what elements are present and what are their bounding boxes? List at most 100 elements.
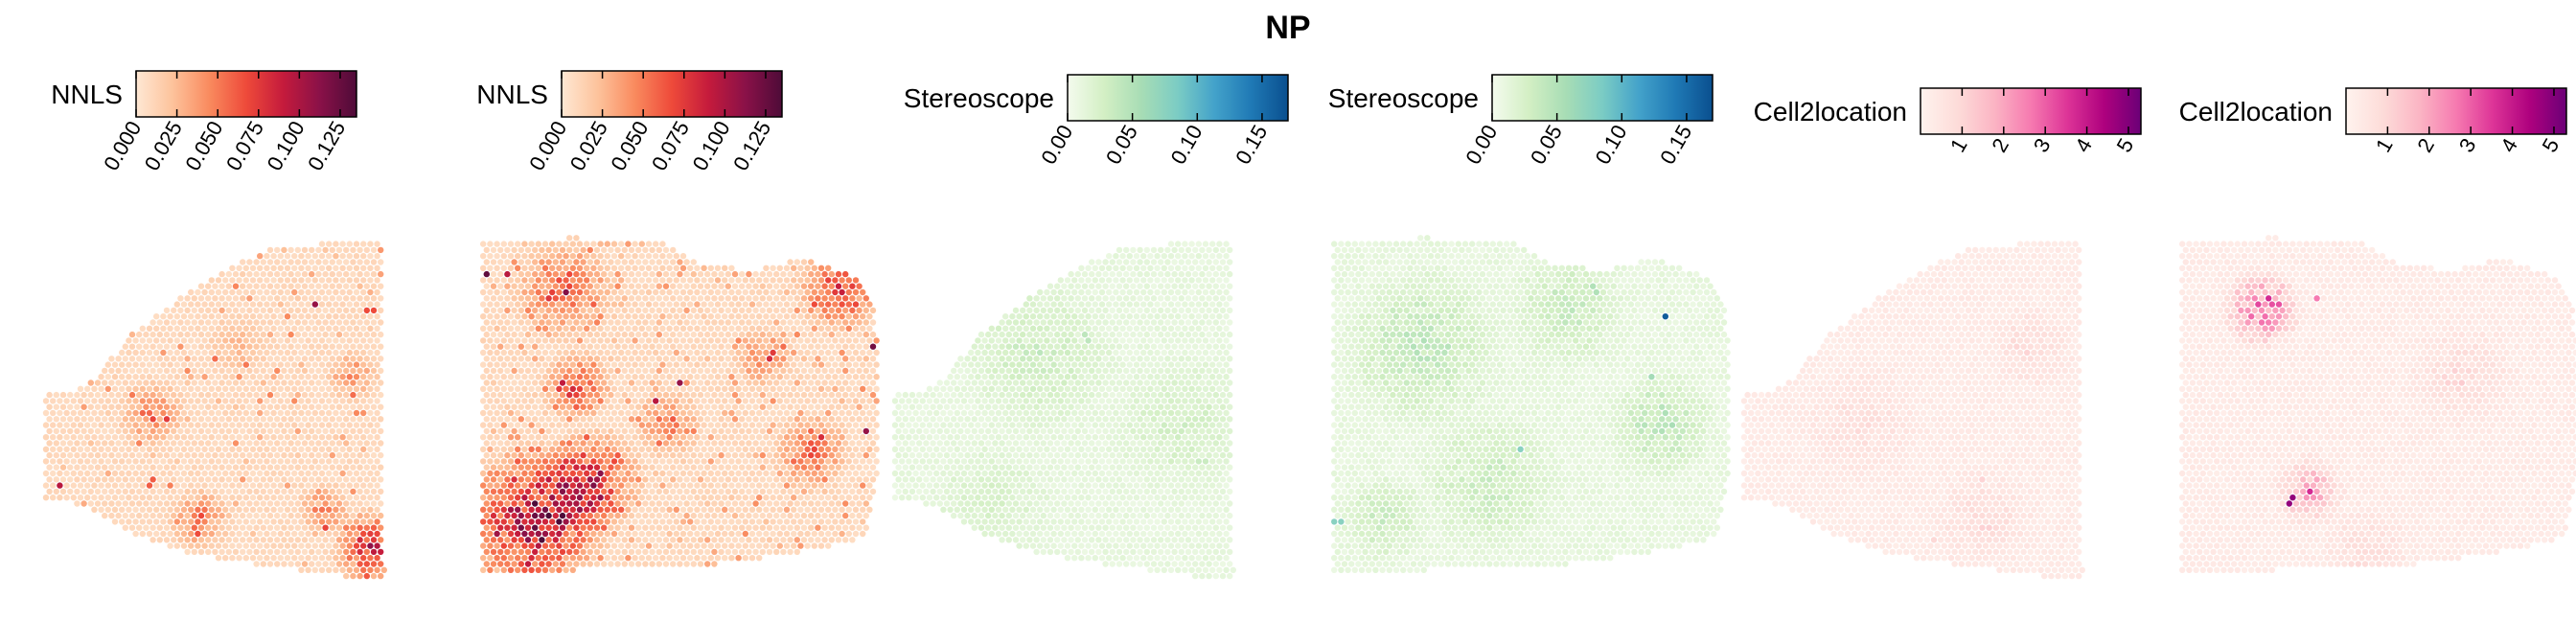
- spot: [694, 361, 701, 368]
- spot: [735, 288, 742, 296]
- spot: [363, 283, 370, 289]
- spot: [632, 422, 638, 428]
- spot: [318, 555, 326, 562]
- spot: [139, 422, 146, 428]
- spot: [752, 356, 759, 362]
- spot: [180, 518, 188, 525]
- spot: [845, 277, 852, 284]
- spot: [621, 307, 628, 314]
- spot: [507, 325, 515, 332]
- spot: [260, 295, 266, 302]
- spot: [504, 488, 511, 495]
- spot: [126, 518, 132, 525]
- spot: [545, 524, 552, 531]
- spot: [343, 512, 350, 519]
- spot: [746, 427, 752, 435]
- spot: [714, 398, 722, 404]
- spot: [653, 422, 659, 428]
- spot: [679, 398, 687, 404]
- spot: [284, 361, 291, 368]
- spot: [690, 416, 697, 423]
- spot: [683, 440, 690, 447]
- spot: [515, 434, 521, 441]
- spot: [104, 470, 111, 477]
- spot: [545, 319, 552, 326]
- spot: [497, 259, 504, 265]
- spot: [539, 307, 545, 314]
- spot: [363, 380, 370, 386]
- spot: [852, 458, 860, 465]
- spot: [63, 494, 70, 501]
- spot: [315, 512, 322, 519]
- spot: [852, 530, 860, 538]
- spot: [539, 403, 545, 410]
- spot: [77, 494, 84, 501]
- spot: [507, 288, 515, 296]
- spot: [783, 446, 791, 452]
- spot: [257, 277, 264, 284]
- spot: [645, 288, 653, 296]
- spot: [642, 488, 649, 495]
- spot: [208, 325, 215, 332]
- spot: [748, 518, 756, 525]
- spot: [288, 283, 294, 289]
- spot: [253, 476, 260, 483]
- spot: [638, 446, 645, 452]
- spot: [218, 307, 225, 314]
- spot: [225, 427, 232, 435]
- spot: [360, 337, 367, 344]
- spot: [167, 349, 173, 356]
- spot: [597, 555, 604, 562]
- spot: [535, 398, 541, 404]
- spot: [604, 506, 610, 513]
- spot: [270, 337, 277, 344]
- spot: [662, 356, 670, 362]
- spot: [504, 561, 511, 567]
- spot: [350, 572, 356, 580]
- spot: [642, 500, 649, 507]
- spot: [356, 259, 363, 265]
- spot: [173, 337, 180, 344]
- spot: [825, 446, 832, 452]
- spot: [707, 494, 714, 501]
- spot: [586, 537, 593, 543]
- spot: [490, 356, 497, 362]
- spot: [370, 464, 378, 471]
- spot: [102, 427, 108, 435]
- spot: [656, 464, 662, 471]
- spot: [866, 434, 873, 441]
- spot: [528, 422, 535, 428]
- spot: [601, 500, 608, 507]
- spot: [590, 470, 597, 477]
- spot: [593, 270, 601, 278]
- spot: [249, 288, 257, 296]
- spot: [845, 530, 852, 538]
- spot: [714, 470, 722, 477]
- spot: [146, 422, 153, 428]
- spot: [852, 385, 860, 392]
- spot: [177, 512, 184, 519]
- spot: [490, 246, 497, 254]
- spot: [773, 319, 780, 326]
- spot: [776, 385, 783, 392]
- spot: [222, 446, 229, 452]
- spot: [218, 343, 225, 350]
- spot: [42, 422, 50, 428]
- spot: [242, 458, 249, 465]
- spot: [253, 403, 260, 410]
- spot: [556, 482, 563, 489]
- spot: [329, 416, 335, 423]
- spot: [208, 482, 215, 489]
- spot: [353, 337, 360, 344]
- spot: [825, 470, 832, 477]
- spot: [277, 494, 284, 501]
- spot: [212, 380, 218, 386]
- spot: [102, 451, 108, 459]
- spot: [521, 434, 528, 441]
- spot: [480, 277, 487, 284]
- spot: [632, 253, 638, 260]
- spot: [728, 277, 735, 284]
- spot: [649, 416, 656, 423]
- spot: [188, 409, 195, 417]
- spot: [683, 403, 690, 410]
